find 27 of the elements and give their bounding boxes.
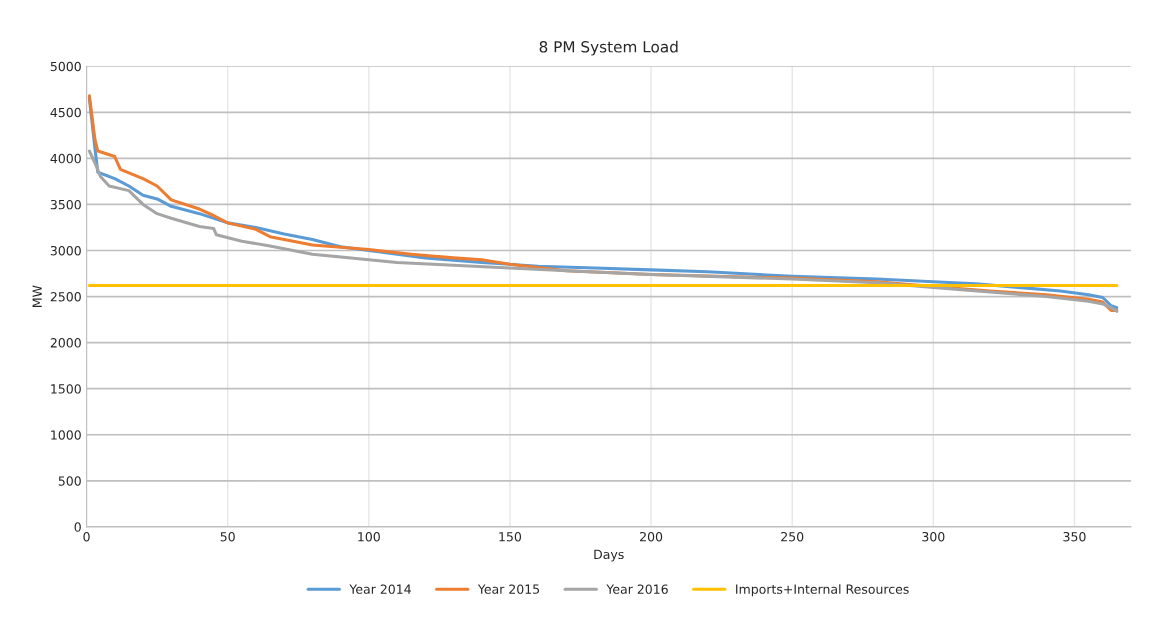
y-axis-title: MW <box>32 285 42 307</box>
x-tick-label: 250 <box>781 531 804 542</box>
x-tick-label: 350 <box>1063 531 1086 542</box>
y-tick-label: 4000 <box>50 153 81 164</box>
x-axis-title: Days <box>594 549 624 562</box>
x-tick-label: 300 <box>922 531 945 542</box>
chart-title: 8 PM System Load <box>539 40 678 56</box>
legend-label: Year 2016 <box>606 584 668 594</box>
y-tick-label: 2500 <box>50 292 81 302</box>
legend-label: Year 2014 <box>349 584 411 594</box>
legend-label: Imports+Internal Resources <box>736 584 909 597</box>
y-tick-label: 3000 <box>50 245 81 256</box>
y-tick-label: 1500 <box>51 384 81 394</box>
y-tick-label: 500 <box>58 476 81 486</box>
legend-label: Year 2015 <box>477 584 540 594</box>
y-tick-label: 1000 <box>51 430 81 440</box>
y-tick-label: 2000 <box>50 338 81 348</box>
line-series <box>87 149 1119 313</box>
y-tick-label: 4500 <box>50 107 81 118</box>
x-tick-label: 150 <box>499 531 522 542</box>
x-tick-label: 0 <box>83 531 90 542</box>
x-tick-label: 50 <box>220 531 235 542</box>
x-tick-label: 100 <box>358 531 380 542</box>
x-tick-label: 200 <box>640 531 663 542</box>
y-tick-label: 3500 <box>50 199 81 210</box>
y-tick-label: 0 <box>74 522 81 532</box>
y-tick-label: 5000 <box>50 61 81 72</box>
